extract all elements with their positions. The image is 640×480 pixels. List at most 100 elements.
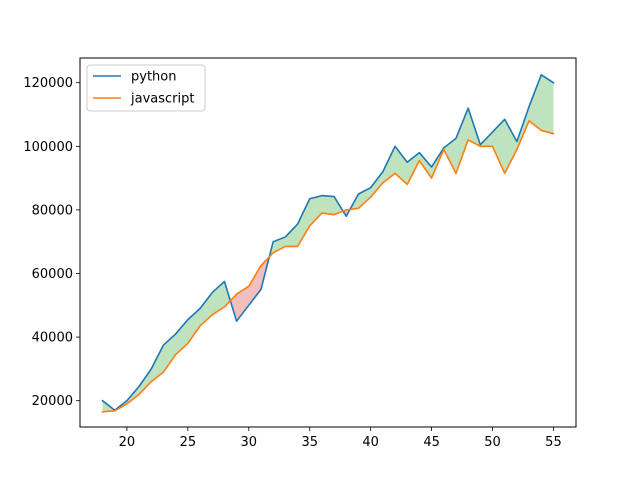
data-point-javascript-31 — [259, 264, 263, 268]
data-point-python-23 — [161, 343, 165, 347]
data-point-python-48 — [466, 106, 470, 110]
x-axis-ticks: 20 25 30 35 40 45 50 55 — [119, 427, 562, 450]
y-tick-label: 100000 — [23, 140, 73, 155]
data-point-javascript-52 — [515, 147, 519, 151]
data-point-javascript-44 — [417, 159, 421, 163]
data-point-javascript-36 — [320, 211, 324, 215]
data-point-javascript-25 — [186, 341, 190, 345]
x-tick-label: 50 — [484, 435, 501, 450]
data-point-python-24 — [174, 332, 178, 336]
data-point-javascript-32 — [271, 251, 275, 255]
y-tick-label: 40000 — [32, 331, 73, 346]
data-point-javascript-45 — [430, 176, 434, 180]
data-point-python-50 — [491, 130, 495, 134]
data-point-python-55 — [551, 81, 555, 85]
y-axis-ticks: 20000 40000 60000 80000 100000 120000 — [23, 76, 80, 409]
data-point-python-45 — [430, 165, 434, 169]
data-point-python-44 — [417, 151, 421, 155]
data-point-javascript-20 — [125, 402, 129, 406]
series-lines — [101, 73, 555, 414]
x-tick-label: 35 — [301, 435, 318, 450]
data-point-python-41 — [381, 170, 385, 174]
data-point-javascript-51 — [503, 171, 507, 175]
data-point-javascript-21 — [137, 392, 141, 396]
series-line-python — [101, 73, 555, 412]
data-point-python-52 — [515, 140, 519, 144]
y-tick-label: 60000 — [32, 267, 73, 282]
data-point-python-26 — [198, 306, 202, 310]
data-point-python-29 — [235, 319, 239, 323]
data-point-javascript-53 — [527, 119, 531, 123]
data-point-python-36 — [320, 194, 324, 198]
plot-frame — [79, 57, 577, 428]
data-point-javascript-54 — [539, 128, 543, 132]
data-point-python-34 — [296, 222, 300, 226]
data-point-javascript-26 — [198, 324, 202, 328]
series-python — [101, 73, 555, 412]
data-point-python-40 — [369, 186, 373, 190]
data-point-javascript-49 — [478, 144, 482, 148]
data-point-javascript-37 — [332, 213, 336, 217]
fill-region-above-0 — [102, 281, 231, 412]
data-point-python-33 — [283, 235, 287, 239]
data-point-javascript-30 — [247, 284, 251, 288]
data-point-javascript-18 — [101, 410, 105, 414]
x-tick-label: 30 — [241, 435, 258, 450]
series-javascript — [101, 119, 555, 414]
data-point-python-37 — [332, 195, 336, 199]
data-point-python-54 — [539, 73, 543, 77]
data-point-javascript-33 — [283, 244, 287, 248]
fill-region-above-2 — [269, 195, 344, 257]
data-point-javascript-28 — [222, 305, 226, 309]
data-point-javascript-42 — [393, 171, 397, 175]
data-point-python-30 — [247, 303, 251, 307]
x-tick-label: 20 — [119, 435, 136, 450]
data-point-javascript-41 — [381, 181, 385, 185]
data-point-javascript-23 — [161, 370, 165, 374]
data-point-javascript-19 — [113, 409, 117, 413]
x-tick-label: 25 — [180, 435, 197, 450]
data-point-javascript-55 — [551, 132, 555, 136]
plot-area-background — [80, 58, 576, 427]
x-tick-label: 55 — [545, 435, 562, 450]
series-line-javascript — [101, 120, 555, 413]
data-point-javascript-29 — [235, 292, 239, 296]
data-point-python-39 — [356, 192, 360, 196]
data-point-python-31 — [259, 287, 263, 291]
legend: python javascript — [86, 64, 206, 112]
data-point-python-43 — [405, 160, 409, 164]
data-point-javascript-22 — [149, 380, 153, 384]
data-point-python-25 — [186, 318, 190, 322]
data-point-javascript-46 — [442, 147, 446, 151]
data-point-javascript-35 — [308, 224, 312, 228]
data-point-javascript-39 — [356, 206, 360, 210]
x-tick-label: 40 — [362, 435, 379, 450]
data-point-python-18 — [101, 399, 105, 403]
data-point-javascript-50 — [491, 144, 495, 148]
data-point-python-35 — [308, 197, 312, 201]
data-point-python-28 — [222, 279, 226, 283]
data-point-python-42 — [393, 144, 397, 148]
data-point-javascript-48 — [466, 138, 470, 142]
fill-region-below-1 — [230, 256, 270, 322]
data-point-javascript-47 — [454, 171, 458, 175]
data-point-javascript-24 — [174, 353, 178, 357]
data-point-python-38 — [344, 214, 348, 218]
data-point-javascript-27 — [210, 313, 214, 317]
data-point-python-51 — [503, 117, 507, 121]
data-point-python-32 — [271, 240, 275, 244]
y-tick-label: 80000 — [32, 203, 73, 218]
y-tick-label: 20000 — [32, 394, 73, 409]
data-point-python-53 — [527, 105, 531, 109]
data-point-python-27 — [210, 291, 214, 295]
data-point-python-21 — [137, 384, 141, 388]
x-tick-label: 45 — [423, 435, 440, 450]
data-point-javascript-43 — [405, 182, 409, 186]
data-point-javascript-38 — [344, 208, 348, 212]
data-point-javascript-40 — [369, 195, 373, 199]
legend-label-python: python — [131, 70, 176, 85]
data-point-python-22 — [149, 367, 153, 371]
data-point-python-47 — [454, 136, 458, 140]
data-point-javascript-34 — [296, 244, 300, 248]
